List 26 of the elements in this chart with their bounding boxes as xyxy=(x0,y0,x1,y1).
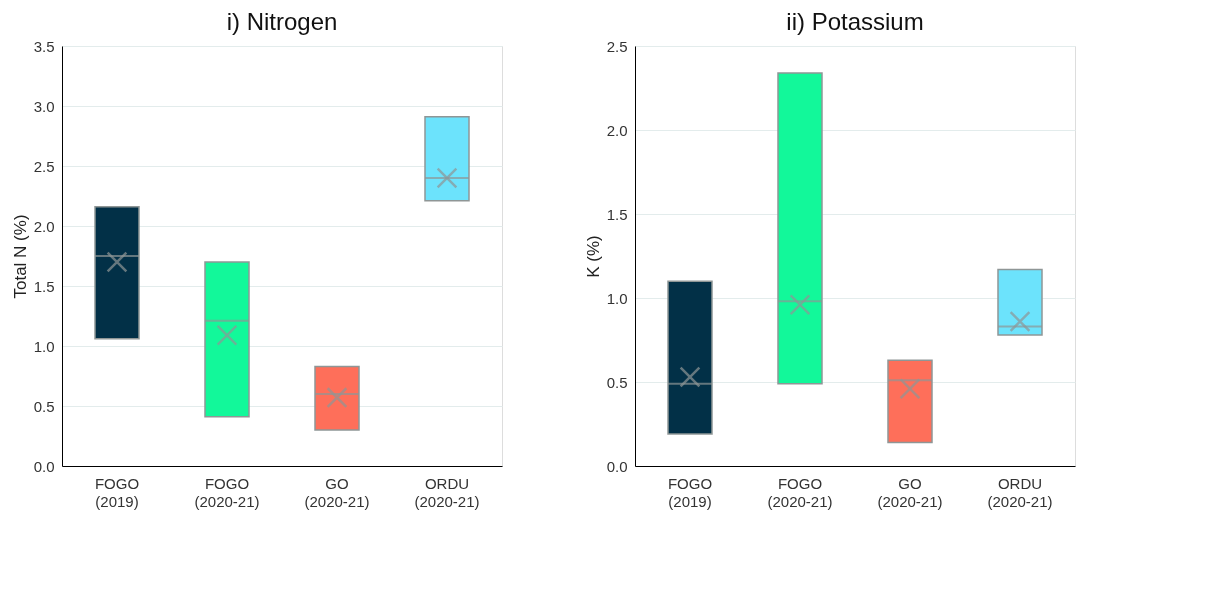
chart-title: ii) Potassium xyxy=(786,8,924,35)
y-tick-label: 1.0 xyxy=(33,337,55,355)
x-tick-label: FOGO (2019) xyxy=(667,474,713,510)
x-tick-label: ORDU (2020-21) xyxy=(414,474,480,510)
x-tick-label: ORDU (2020-21) xyxy=(987,474,1053,510)
y-tick-label: 0.0 xyxy=(33,457,55,475)
y-tick-label: 0.5 xyxy=(33,397,55,415)
x-tick-label: FOGO (2020-21) xyxy=(767,474,833,510)
y-tick-label: 3.0 xyxy=(33,97,55,115)
x-tick-label: GO (2020-21) xyxy=(877,474,943,510)
y-tick-label: 2.0 xyxy=(33,217,55,235)
y-tick-label: 0.0 xyxy=(606,457,628,475)
chart-title: i) Nitrogen xyxy=(226,8,338,35)
x-tick-label: GO (2020-21) xyxy=(304,474,370,510)
y-tick-label: 2.5 xyxy=(606,37,628,55)
y-tick-label: 1.5 xyxy=(33,277,55,295)
y-tick-label: 1.0 xyxy=(606,289,628,307)
y-axis-title: K (%) xyxy=(583,235,603,278)
y-axis-title: Total N (%) xyxy=(10,214,30,299)
y-tick-label: 0.5 xyxy=(606,373,628,391)
y-tick-label: 3.5 xyxy=(33,37,55,55)
y-tick-label: 2.0 xyxy=(606,121,628,139)
x-tick-label: FOGO (2020-21) xyxy=(194,474,260,510)
y-tick-label: 2.5 xyxy=(33,157,55,175)
x-tick-label: FOGO (2019) xyxy=(94,474,140,510)
y-tick-label: 1.5 xyxy=(606,205,628,223)
